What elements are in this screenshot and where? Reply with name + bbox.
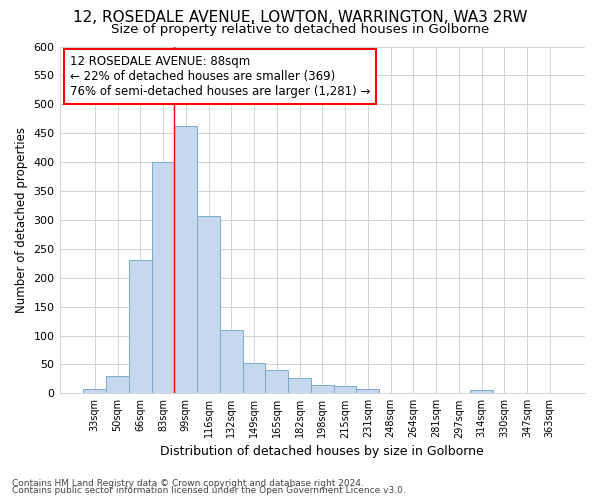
Bar — [265, 370, 288, 394]
Bar — [288, 378, 311, 394]
Bar — [175, 126, 197, 394]
Y-axis label: Number of detached properties: Number of detached properties — [15, 127, 28, 313]
Text: Contains public sector information licensed under the Open Government Licence v3: Contains public sector information licen… — [12, 486, 406, 495]
Text: Contains HM Land Registry data © Crown copyright and database right 2024.: Contains HM Land Registry data © Crown c… — [12, 478, 364, 488]
Text: Size of property relative to detached houses in Golborne: Size of property relative to detached ho… — [111, 22, 489, 36]
Bar — [220, 330, 242, 394]
Text: 12 ROSEDALE AVENUE: 88sqm
← 22% of detached houses are smaller (369)
76% of semi: 12 ROSEDALE AVENUE: 88sqm ← 22% of detac… — [70, 55, 370, 98]
Bar — [242, 362, 265, 394]
Bar — [334, 386, 356, 394]
Text: 12, ROSEDALE AVENUE, LOWTON, WARRINGTON, WA3 2RW: 12, ROSEDALE AVENUE, LOWTON, WARRINGTON,… — [73, 10, 527, 25]
Bar — [106, 376, 129, 394]
Bar — [356, 390, 379, 394]
Bar — [311, 385, 334, 394]
Bar — [129, 260, 152, 394]
Bar — [152, 162, 175, 394]
Bar — [470, 390, 493, 394]
Bar — [197, 216, 220, 394]
X-axis label: Distribution of detached houses by size in Golborne: Distribution of detached houses by size … — [160, 444, 484, 458]
Bar — [83, 390, 106, 394]
